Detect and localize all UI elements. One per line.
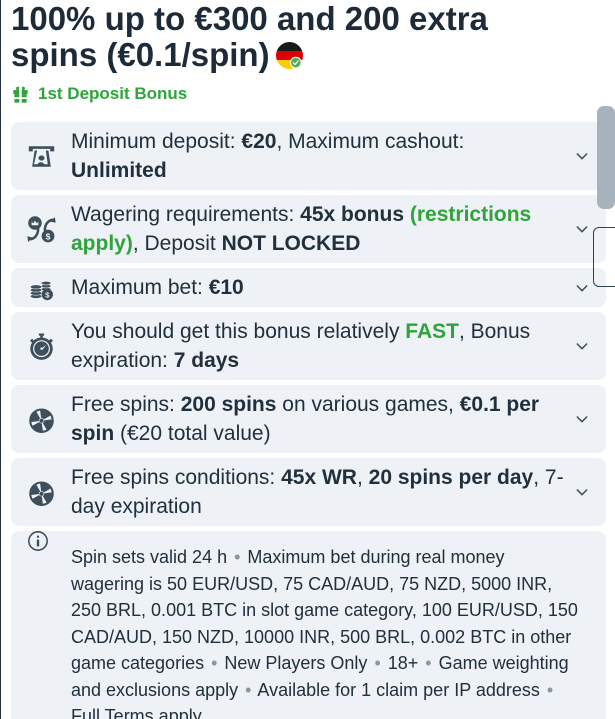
svg-text:$: $	[46, 231, 51, 241]
